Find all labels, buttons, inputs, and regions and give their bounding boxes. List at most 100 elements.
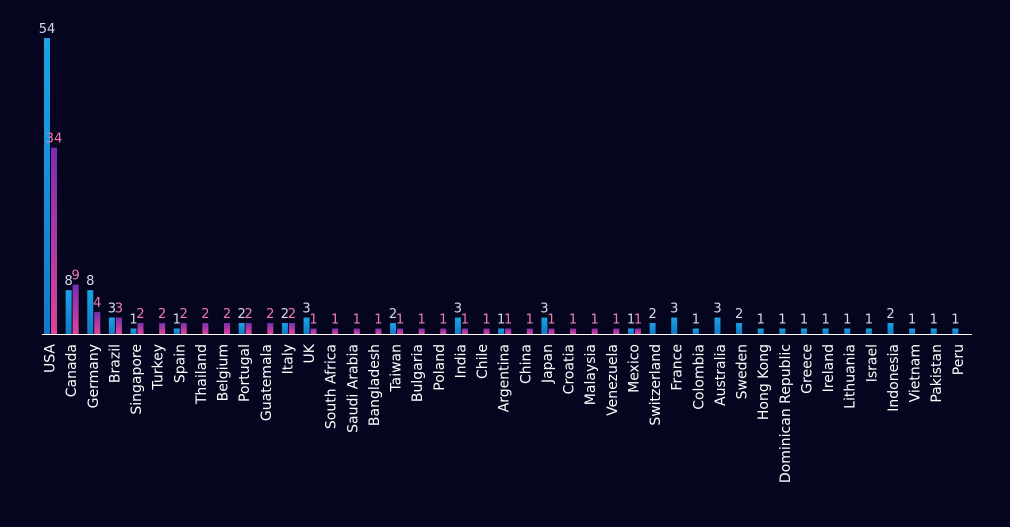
value-label-1-31: 3 [713,302,721,317]
bar-2-11 [288,323,295,334]
bar-1-28 [649,323,656,334]
bar-1-30 [692,328,699,334]
value-label-2-6: 2 [180,307,188,322]
bar-2-22 [526,328,533,334]
bar-2-12 [310,328,317,334]
value-label-2-10: 2 [266,307,274,322]
value-label-1-16: 2 [389,307,397,322]
category-label-8: Belgium [216,344,232,401]
value-label-1-6: 1 [173,313,181,328]
bar-2-23 [548,328,555,334]
category-label-1: Canada [64,344,80,397]
value-label-2-18: 1 [439,313,447,328]
bar-2-4 [137,323,144,334]
bar-2-21 [505,328,512,334]
category-label-24: Croatia [562,344,578,394]
bar-1-34 [779,328,786,334]
value-label-2-21: 1 [504,313,512,328]
category-labels-layer: USA Canada Germany Brazil Singapore Turkey Spa… [43,343,967,483]
category-label-0: USA [43,344,59,373]
bar-2-26 [613,328,620,334]
bar-2-2 [94,312,101,334]
bar-2-6 [180,323,187,334]
value-label-1-21: 1 [497,313,505,328]
bar-2-25 [591,328,598,334]
bar-1-39 [887,323,894,334]
bar-2-0 [51,147,57,334]
value-label-1-38: 1 [865,313,873,328]
category-label-6: Spain [172,344,188,383]
category-label-10: Guatemala [259,344,275,421]
bar-2-17 [418,328,425,334]
category-label-32: Sweden [735,344,751,399]
value-label-2-17: 1 [418,313,426,328]
category-label-9: Portugal [237,344,253,402]
value-label-1-0: 54 [39,22,56,37]
bar-1-36 [822,328,829,334]
category-label-35: Greece [799,344,815,394]
category-label-27: Mexico [626,344,642,393]
bar-1-40 [909,328,916,334]
bar-2-1 [72,284,79,334]
category-label-18: Poland [432,344,448,391]
category-label-11: Italy [280,344,296,374]
value-label-1-40: 1 [908,313,916,328]
bar-2-3 [115,317,122,334]
value-label-1-34: 1 [778,313,786,328]
bar-1-21 [498,328,505,334]
bar-1-42 [952,328,959,334]
bar-2-20 [483,328,490,334]
bar-2-7 [202,323,209,334]
category-label-12: UK [302,343,318,363]
bar-1-38 [865,328,872,334]
category-label-15: Bangladesh [367,344,383,426]
value-label-2-19: 1 [461,313,469,328]
value-label-2-3: 3 [115,302,123,317]
bars-layer [44,38,959,334]
value-label-1-36: 1 [821,313,829,328]
value-label-2-12: 1 [309,313,317,328]
bar-2-10 [267,323,274,334]
bar-2-8 [224,323,231,334]
value-label-1-30: 1 [692,313,700,328]
value-label-2-16: 1 [396,313,404,328]
category-label-25: Malaysia [583,344,599,405]
bar-1-41 [930,328,937,334]
category-label-5: Turkey [151,344,167,391]
bar-1-9 [238,323,245,334]
value-label-1-42: 1 [951,313,959,328]
value-label-1-11: 2 [281,307,289,322]
value-label-1-2: 8 [86,274,94,289]
bar-2-16 [397,328,404,334]
bar-1-32 [736,323,743,334]
bar-1-23 [541,317,548,334]
category-label-29: France [670,344,686,391]
value-label-2-24: 1 [569,313,577,328]
category-label-17: Bulgaria [410,344,426,402]
bar-1-3 [108,317,115,334]
value-label-2-20: 1 [482,313,490,328]
category-label-31: Australia [713,344,729,406]
value-label-1-4: 1 [129,313,137,328]
bar-2-9 [245,323,252,334]
value-label-2-1: 9 [71,269,79,284]
category-label-36: Ireland [821,344,837,392]
value-label-2-0: 34 [46,132,63,147]
bar-1-12 [303,317,310,334]
bar-1-1 [65,290,72,334]
category-label-33: Hong Kong [756,344,772,420]
category-label-7: Thailand [194,344,210,405]
bar-2-5 [159,323,166,334]
bar-2-24 [570,328,577,334]
value-label-2-13: 1 [331,313,339,328]
bar-1-4 [130,328,137,334]
value-label-2-7: 2 [201,307,209,322]
bar-1-33 [757,328,764,334]
category-label-39: Indonesia [886,344,902,412]
value-label-2-14: 1 [353,313,361,328]
category-label-30: Colombia [691,344,707,410]
category-label-26: Venezuela [605,344,621,416]
bar-1-19 [454,317,461,334]
